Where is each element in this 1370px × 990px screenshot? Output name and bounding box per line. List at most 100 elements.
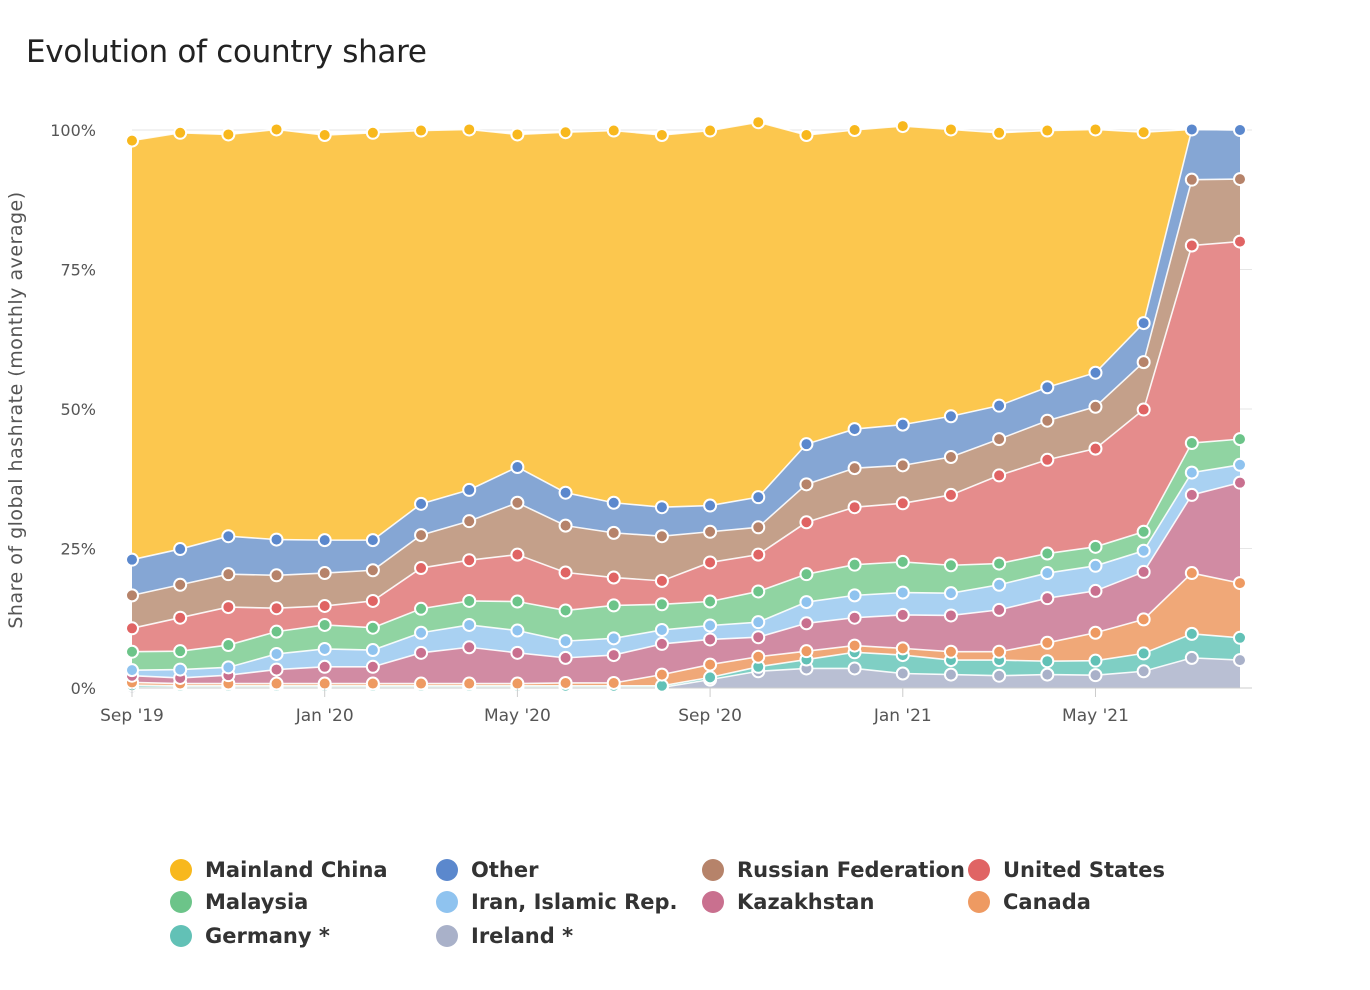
legend-label: Iran, Islamic Rep. [471,890,678,914]
point-canada [1233,576,1247,591]
point-iran-islamic-rep [1040,566,1055,581]
point-other [943,409,958,424]
point-russian-federation [414,528,429,543]
point-malaysia [462,593,477,608]
point-united-states [799,515,814,530]
legend-marker [968,891,990,913]
point-iran-islamic-rep [317,641,332,656]
point-canada [510,676,525,691]
legend-label: Ireland * [471,924,574,948]
legend-marker [436,859,458,881]
legend-item-iran-islamic-rep[interactable]: Iran, Islamic Rep. [436,890,678,914]
point-other [221,529,236,544]
point-united-states [221,600,236,615]
point-other [654,500,669,515]
point-russian-federation [847,461,862,476]
area-malaysia [132,439,1240,671]
point-canada [847,638,862,653]
point-russian-federation [510,495,525,510]
legend-item-ireland[interactable]: Ireland * [436,924,573,948]
point-kazakhstan [365,659,380,674]
point-russian-federation [221,567,236,582]
point-canada [365,676,380,691]
point-other [317,533,332,548]
y-tick-label: 0% [71,679,96,698]
point-other [847,422,862,437]
point-canada [895,641,910,656]
point-united-states [703,555,718,570]
legend-marker [702,859,724,881]
legend-item-kazakhstan[interactable]: Kazakhstan [702,890,874,914]
point-malaysia [414,601,429,616]
point-united-states [1088,441,1103,456]
point-russian-federation [606,525,621,540]
point-iran-islamic-rep [654,622,669,637]
point-kazakhstan [992,602,1007,617]
line-canada [131,572,1241,685]
point-mainland-china [462,122,477,137]
point-russian-federation [1040,413,1055,428]
legend-marker [436,925,458,947]
area-iran-islamic-rep [132,464,1240,678]
legend-item-malaysia[interactable]: Malaysia [170,890,308,914]
point-iran-islamic-rep [1136,543,1151,558]
point-united-states [510,547,525,562]
point-kazakhstan [1136,564,1151,579]
legend-marker [170,891,192,913]
legend-item-mainland-china[interactable]: Mainland China [170,858,388,882]
point-malaysia [173,644,188,659]
point-canada [1184,566,1199,581]
point-ireland [1088,668,1103,683]
legend-marker [170,859,192,881]
point-kazakhstan [414,645,429,660]
legend-item-canada[interactable]: Canada [968,890,1091,914]
legend-item-germany[interactable]: Germany * [170,924,330,948]
point-united-states [558,565,573,580]
area-united-states [132,241,1240,652]
point-other [1136,316,1151,331]
point-malaysia [1040,546,1055,561]
point-mainland-china [1040,123,1055,138]
legend-item-other[interactable]: Other [436,858,538,882]
point-mainland-china [992,125,1007,140]
point-mainland-china [414,123,429,138]
point-ireland [847,661,862,676]
point-iran-islamic-rep [943,586,958,601]
point-united-states [1184,238,1199,253]
point-russian-federation [365,563,380,578]
legend-item-united-states[interactable]: United States [968,858,1165,882]
point-iran-islamic-rep [1233,457,1247,472]
point-iran-islamic-rep [269,646,284,661]
y-tick-label: 75% [60,261,96,280]
point-canada [1088,625,1103,640]
line-ireland [132,657,1241,689]
point-russian-federation [462,514,477,529]
point-ireland [992,668,1007,683]
point-united-states [414,561,429,576]
point-iran-islamic-rep [606,631,621,646]
legend-label: Canada [1003,890,1091,914]
x-tick-label: Sep '20 [678,706,742,726]
point-ireland [895,666,910,681]
point-ireland [1040,667,1055,682]
point-malaysia [703,594,718,609]
line-iran-islamic-rep [131,464,1241,671]
point-russian-federation [799,477,814,492]
point-other [462,482,477,497]
point-other [1233,123,1247,137]
legend-marker [702,891,724,913]
point-mainland-china [943,122,958,137]
point-iran-islamic-rep [799,595,814,610]
point-iran-islamic-rep [365,643,380,658]
legend-item-russian-federation[interactable]: Russian Federation [702,858,965,882]
legend-label: United States [1003,858,1165,882]
point-canada [703,657,718,672]
point-kazakhstan [462,640,477,655]
point-germany [1184,626,1199,641]
point-united-states [992,468,1007,483]
point-other [558,485,573,500]
point-iran-islamic-rep [510,623,525,638]
point-canada [269,676,284,691]
point-other [751,490,766,505]
